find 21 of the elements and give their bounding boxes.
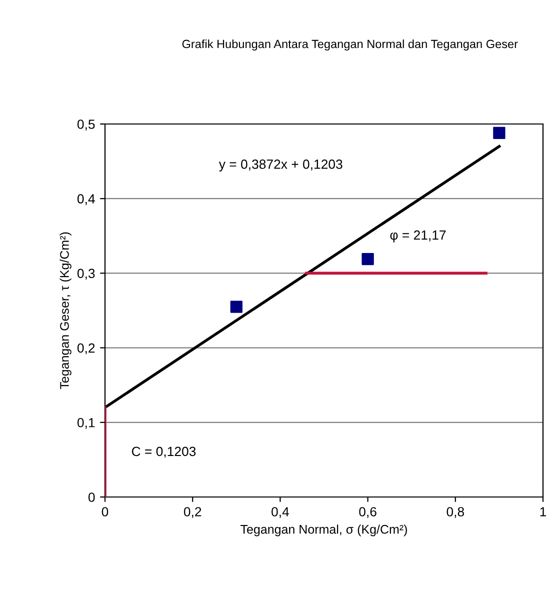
x-tick-label: 0,6 [359, 507, 376, 518]
chart-title: Grafik Hubungan Antara Tegangan Normal dan Tegangan Geser [182, 40, 518, 51]
y-tick-label: 0,4 [77, 194, 95, 206]
x-tick-label: 1 [540, 507, 546, 516]
y-tick-label: 0,3 [77, 268, 95, 280]
point [362, 252, 374, 266]
x-axis-title: Tegangan Normal, σ (Kg/Cm²) [240, 524, 407, 536]
annotation: φ = 21,17 [390, 230, 446, 242]
y-tick-label: 0,5 [77, 120, 95, 130]
point [493, 126, 506, 140]
x-tick-label: 0,8 [446, 507, 464, 518]
annotation: y = 0,3872x + 0,1203 [218, 160, 342, 172]
x-tick-label: 0,2 [184, 507, 202, 518]
y-tick-label: 0,1 [77, 418, 95, 429]
y-axis-title: Tegangan Geser, τ (Kg/Cm²) [60, 232, 72, 390]
annotation: C = 0,1203 [132, 446, 196, 458]
x-tick-label: 0 [102, 507, 108, 516]
y-tick-label: 0,2 [77, 343, 95, 354]
y-tick-label: 0 [88, 492, 95, 502]
x-tick-label: 0,4 [272, 507, 289, 518]
point [230, 300, 242, 313]
